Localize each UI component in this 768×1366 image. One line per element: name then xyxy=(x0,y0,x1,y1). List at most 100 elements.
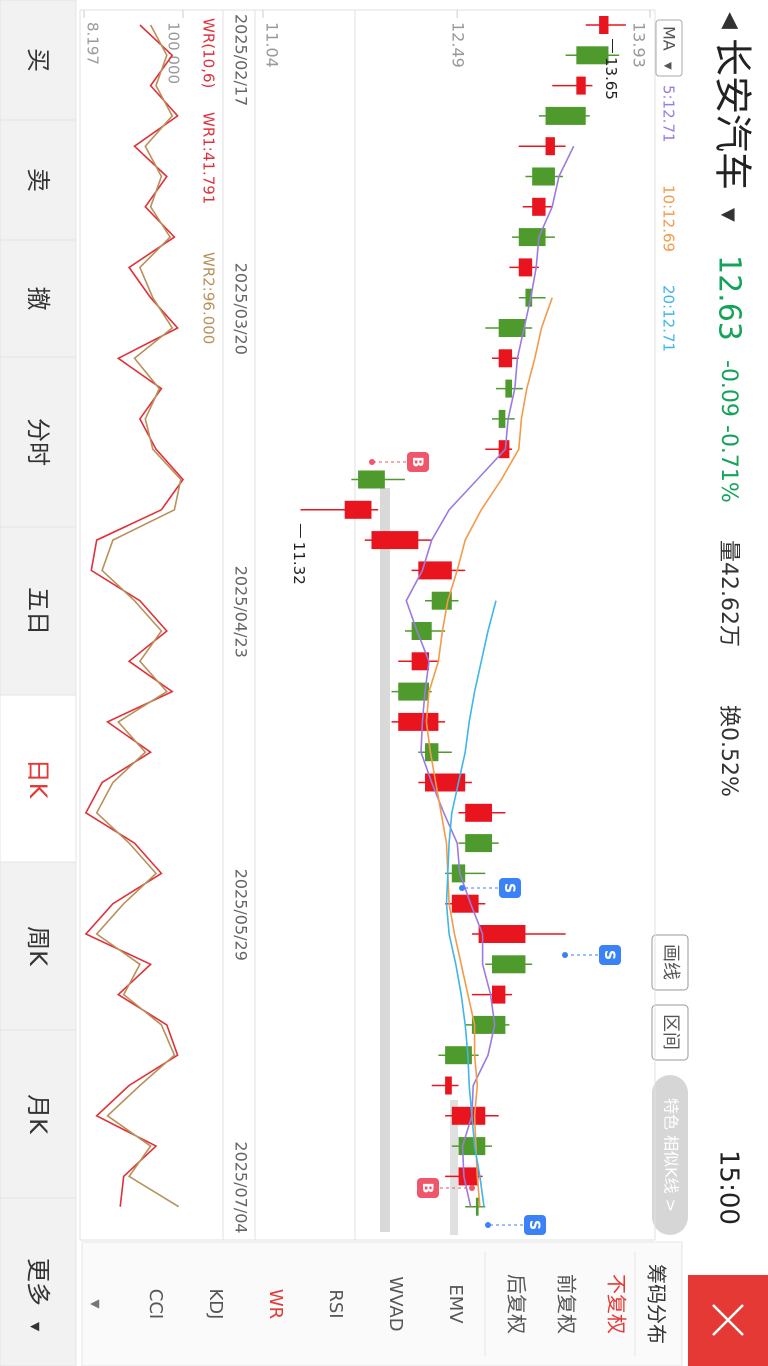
ma-legend: 10:12.69 xyxy=(660,185,678,252)
candle-body xyxy=(475,1197,479,1216)
similar-k-label: 特色 相似K线 > xyxy=(662,1098,681,1212)
more-indicators[interactable]: ▼ xyxy=(89,1299,103,1309)
change: -0.09 xyxy=(716,360,741,417)
candle-body xyxy=(478,925,526,943)
series-line xyxy=(95,24,182,1208)
candle-body xyxy=(458,1167,479,1186)
candle-body xyxy=(576,46,609,65)
indicator-option[interactable]: RSI xyxy=(325,1289,346,1318)
wr-title: WR(10,6) xyxy=(200,18,218,88)
y-tick-label: 13.93 xyxy=(630,22,649,68)
ma-legend: 5:12.71 xyxy=(660,85,678,143)
tab-label: 月K xyxy=(24,1094,52,1135)
candle-body xyxy=(458,1137,486,1156)
candle-body xyxy=(344,500,372,519)
back-arrow[interactable]: ◀ xyxy=(718,12,743,29)
candle-body xyxy=(518,258,533,277)
wr-legend: WR1:41.791 xyxy=(200,112,218,204)
tab-label: 五日 xyxy=(24,587,52,635)
change-pct: -0.71% xyxy=(716,425,741,503)
candle-body xyxy=(445,1076,452,1095)
tab-label: 卖 xyxy=(24,168,52,192)
draw-button[interactable] xyxy=(651,934,689,991)
tab-label: 分时 xyxy=(24,418,52,466)
candle-body xyxy=(411,622,432,640)
indicator-option[interactable]: WR xyxy=(265,1289,286,1319)
gap-band xyxy=(380,488,390,1232)
y-tick-label: 12.49 xyxy=(449,22,468,68)
adjust-option[interactable]: 前复权 xyxy=(555,1274,579,1334)
similar-k-button[interactable] xyxy=(652,1075,688,1235)
x-tick-label: 2025/04/23 xyxy=(232,566,251,658)
adjust-option[interactable]: 后复权 xyxy=(505,1274,529,1334)
trade-label: S xyxy=(526,1220,542,1230)
trade-marker xyxy=(417,1178,439,1198)
range-label: 区间 xyxy=(660,1014,681,1050)
candle-body xyxy=(465,834,492,853)
trade-marker xyxy=(499,878,521,898)
ma-legend: 20:12.71 xyxy=(660,285,678,352)
tab-label: 周K xyxy=(24,926,52,967)
candle-body xyxy=(411,652,430,671)
candle-body xyxy=(505,379,513,398)
trade-marker xyxy=(599,945,621,965)
candle-body xyxy=(545,137,555,156)
trade-marker xyxy=(407,452,429,472)
range-button[interactable] xyxy=(651,1004,689,1061)
indicator-option[interactable]: KDJ xyxy=(205,1289,226,1320)
candle-body xyxy=(532,167,555,186)
tab[interactable] xyxy=(0,1197,77,1366)
price: 12.63 xyxy=(712,255,747,341)
indicator-option[interactable]: CCI xyxy=(145,1289,166,1319)
y-tick-label: 8.197 xyxy=(84,22,102,65)
ma-label: MA xyxy=(660,26,679,51)
tab-dropdown: ▼ xyxy=(29,1322,43,1332)
candle-body xyxy=(498,319,526,337)
title-dropdown[interactable]: ▼ xyxy=(718,208,739,222)
trade-dot xyxy=(562,952,568,958)
candle-body xyxy=(498,349,513,368)
candle-body xyxy=(545,106,586,125)
indicator-option[interactable]: EMV xyxy=(445,1284,466,1324)
candle-body xyxy=(398,712,439,731)
trade-label: B xyxy=(419,1183,435,1194)
chip-distribution[interactable]: 筹码分布 xyxy=(645,1264,669,1344)
ma-dropdown: ▼ xyxy=(662,62,673,70)
trade-dot xyxy=(369,459,375,465)
candle-body xyxy=(532,197,546,216)
trade-label: S xyxy=(501,883,517,893)
tab-label: 买 xyxy=(24,48,52,72)
x-tick-label: 2025/07/04 xyxy=(232,1141,251,1233)
annotation-label: 13.65 xyxy=(602,57,620,100)
stock-title: 长安汽车 xyxy=(711,38,755,190)
candle-body xyxy=(451,894,479,913)
x-tick-label: 2025/03/20 xyxy=(232,263,251,355)
x-tick-label: 2025/02/17 xyxy=(232,14,251,106)
wr-legend: WR2:96.000 xyxy=(200,252,218,344)
ma-button[interactable] xyxy=(655,19,683,77)
right-panel xyxy=(81,1241,683,1366)
gap-band xyxy=(450,1100,458,1235)
trade-label: S xyxy=(601,950,617,960)
trade-dot xyxy=(469,1185,475,1191)
y-tick-label: 11.04 xyxy=(263,22,282,68)
candle-body xyxy=(358,470,385,489)
tab-label: 撤 xyxy=(24,287,52,311)
trade-marker xyxy=(524,1215,546,1235)
time: 15:00 xyxy=(714,1150,744,1225)
turnover: 换0.52% xyxy=(716,705,741,797)
candle-body xyxy=(599,16,609,34)
tab-label: 更多 xyxy=(24,1258,52,1306)
candle-body xyxy=(451,1106,486,1125)
adjust-option[interactable]: 不复权 xyxy=(605,1274,629,1334)
candle-body xyxy=(576,76,586,95)
indicator-option[interactable]: WVAD xyxy=(385,1276,406,1331)
series-line xyxy=(445,600,497,1207)
trade-dot xyxy=(459,885,465,891)
candle-body xyxy=(498,409,506,428)
draw-label: 画线 xyxy=(660,944,681,980)
trade-label: B xyxy=(409,457,425,468)
tab-label: 日K xyxy=(24,759,52,800)
